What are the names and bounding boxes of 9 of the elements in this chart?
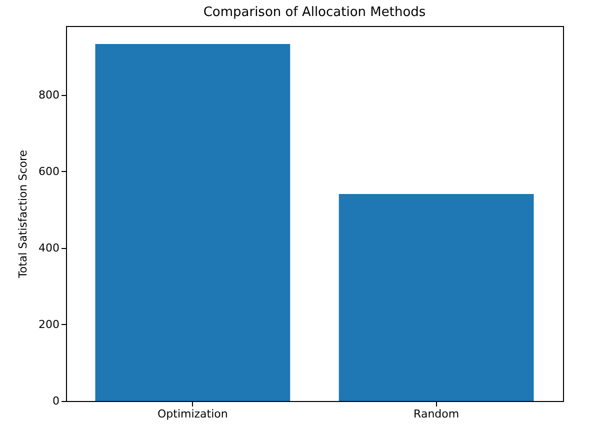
x-tick-label: Optimization [158,408,228,420]
y-tick-label: 0 [52,394,60,408]
y-axis-title: Total Satisfaction Score [16,150,30,280]
y-tick-label: 400 [38,241,60,254]
y-tick-label: 200 [38,318,60,331]
x-tick-label: Random [414,408,460,420]
y-tick-label: 600 [38,164,60,178]
chart-title: Comparison of Allocation Methods [203,5,426,20]
y-tick-label: 800 [38,88,60,102]
